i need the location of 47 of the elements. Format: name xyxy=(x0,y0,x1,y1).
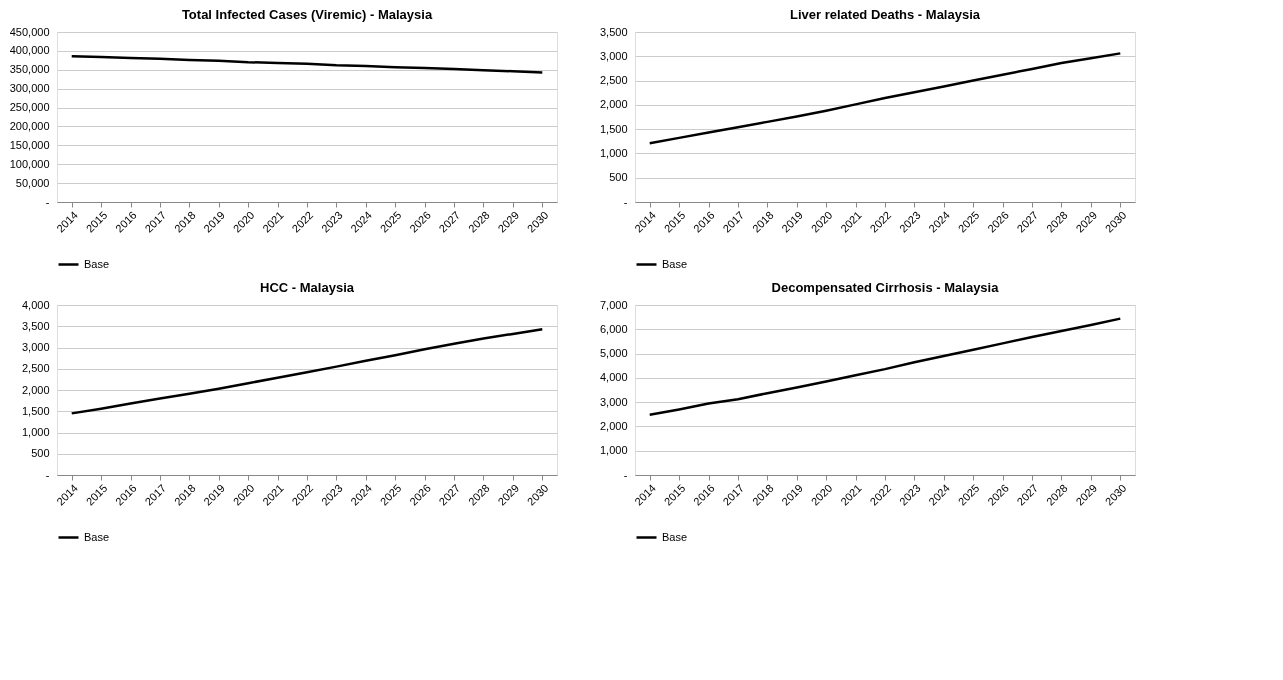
y-tick-label: 250,000 xyxy=(9,101,50,114)
y-tick-label: 5,000 xyxy=(599,347,628,360)
y-tick-label: 300,000 xyxy=(9,82,50,95)
y-tick-label: 4,000 xyxy=(21,298,50,311)
y-tick-label: 3,000 xyxy=(599,395,628,408)
y-tick-label: 1,000 xyxy=(21,426,50,438)
legend-label: Base xyxy=(84,530,110,543)
line-series xyxy=(70,54,544,74)
line-series xyxy=(648,52,1122,145)
legend-label: Base xyxy=(84,257,110,270)
y-tick-label: 4,000 xyxy=(599,371,628,384)
line-series xyxy=(648,317,1122,417)
y-tick-label: 2,000 xyxy=(599,98,628,111)
y-tick-label: 2,500 xyxy=(599,74,628,87)
y-tick-label: 500 xyxy=(31,447,50,460)
line-series xyxy=(70,327,544,415)
y-tick-label: 350,000 xyxy=(9,63,50,76)
legend-label: Base xyxy=(662,257,688,270)
y-tick-label: 3,500 xyxy=(599,25,628,38)
y-tick-label: - xyxy=(45,195,50,208)
y-tick-label: 400,000 xyxy=(9,44,50,57)
y-tick-label: 2,000 xyxy=(599,419,628,432)
y-tick-label: 7,000 xyxy=(599,298,628,311)
y-tick-label: 450,000 xyxy=(9,25,50,38)
y-tick-label: - xyxy=(45,468,50,481)
y-tick-label: 500 xyxy=(609,171,628,184)
chart-title: Decompensated Cirrhosis - Malaysia xyxy=(771,280,1000,295)
y-tick-label: 1,500 xyxy=(21,404,50,417)
chart-title: Total Infected Cases (Viremic) - Malaysia xyxy=(181,7,433,22)
y-tick-label: 3,500 xyxy=(21,319,50,332)
y-tick-label: 6,000 xyxy=(599,322,628,335)
y-tick-label: 1,500 xyxy=(599,122,628,135)
y-tick-label: 3,000 xyxy=(21,341,50,353)
y-tick-label: - xyxy=(623,195,628,208)
y-tick-label: 150,000 xyxy=(9,138,50,151)
legend-label: Base xyxy=(662,530,688,543)
y-tick-label: 2,500 xyxy=(21,362,50,375)
chart-title: HCC - Malaysia xyxy=(260,280,355,295)
y-tick-label: 1,000 xyxy=(599,444,628,457)
y-tick-label: 2,000 xyxy=(21,383,50,396)
y-tick-label: - xyxy=(623,468,628,481)
y-tick-label: 3,000 xyxy=(599,49,628,62)
y-tick-label: 200,000 xyxy=(9,119,50,132)
y-tick-label: 50,000 xyxy=(15,176,50,189)
chart-title: Liver related Deaths - Malaysia xyxy=(789,7,981,22)
y-tick-label: 100,000 xyxy=(9,157,50,170)
y-tick-label: 1,000 xyxy=(599,146,628,159)
